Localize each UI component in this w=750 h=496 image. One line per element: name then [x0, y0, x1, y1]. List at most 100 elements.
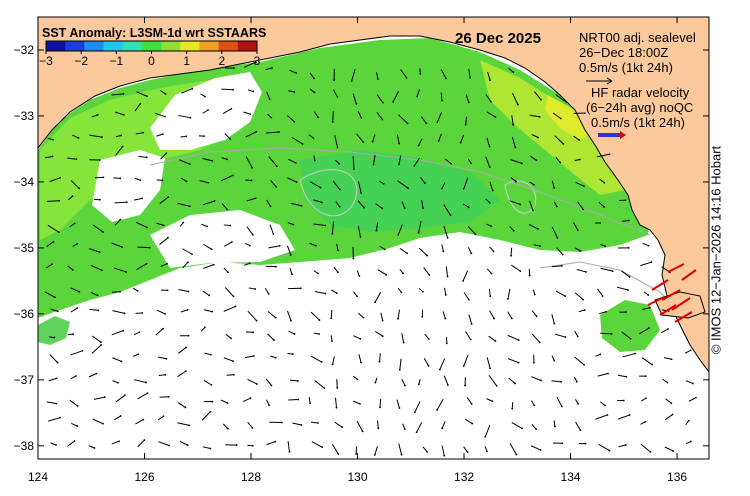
current-arrow — [265, 131, 279, 134]
current-arrow-head — [73, 440, 76, 442]
current-arrow-head — [356, 378, 359, 381]
current-arrow-head — [270, 384, 273, 387]
current-arrow-head — [93, 447, 96, 449]
current-arrow-head — [438, 368, 441, 371]
current-arrow-head — [297, 398, 300, 401]
current-arrow — [398, 114, 408, 124]
current-arrow-head — [627, 246, 630, 249]
current-arrow-head — [76, 307, 79, 309]
current-arrow-head — [337, 453, 340, 455]
current-arrow-head — [560, 405, 563, 408]
current-arrow-head — [576, 335, 579, 338]
current-arrow-head — [421, 290, 424, 293]
current-arrow — [600, 267, 613, 272]
legend-nrt-line1: NRT00 adj. sealevel — [579, 30, 696, 45]
current-arrow-head — [229, 137, 231, 140]
current-arrow — [330, 289, 338, 294]
current-arrow-head — [400, 291, 403, 294]
contour-line-2 — [299, 169, 358, 217]
current-arrow-head — [443, 454, 446, 457]
current-arrow-head — [403, 428, 406, 430]
current-arrow-head — [445, 77, 447, 80]
current-arrow — [91, 114, 98, 118]
current-arrow — [179, 440, 188, 446]
current-arrow-head — [469, 338, 472, 341]
current-arrow — [509, 443, 517, 455]
current-arrow-head — [118, 440, 120, 443]
current-arrow — [114, 111, 124, 116]
current-arrow — [531, 310, 538, 317]
current-arrow — [66, 440, 75, 447]
current-arrow — [179, 159, 190, 165]
hf-radar-arrow — [661, 289, 681, 301]
current-arrow-head — [191, 87, 194, 90]
current-arrow — [399, 358, 402, 370]
current-arrow-head — [317, 116, 319, 119]
current-arrow — [221, 203, 228, 210]
current-arrow — [507, 311, 513, 319]
current-arrow — [313, 111, 319, 118]
current-arrow-head — [374, 381, 377, 384]
current-arrow-head — [165, 152, 168, 155]
current-arrow-head — [421, 315, 424, 318]
current-arrow-head — [230, 107, 233, 110]
current-arrow — [533, 244, 541, 247]
current-arrow-head — [119, 177, 122, 180]
current-arrow-head — [517, 339, 520, 341]
current-arrow-head — [624, 444, 627, 446]
current-arrow — [486, 111, 496, 118]
current-arrow — [138, 155, 147, 158]
current-arrow-head — [188, 424, 190, 427]
current-arrow-head — [120, 360, 123, 363]
colorbar-segment — [199, 41, 220, 51]
current-arrow-head — [436, 121, 439, 124]
current-arrow-head — [359, 337, 362, 340]
current-arrow-head — [445, 342, 448, 345]
current-arrow — [182, 261, 189, 269]
current-arrow — [199, 180, 209, 184]
current-arrow-head — [381, 207, 384, 210]
current-arrow-head — [251, 166, 254, 169]
current-arrow-head — [381, 118, 384, 121]
current-arrow-head — [644, 397, 647, 400]
current-arrow-head — [510, 254, 512, 257]
current-arrow-head — [295, 72, 298, 74]
colorbar-tick-label: −3 — [39, 54, 53, 68]
current-arrow-head — [338, 205, 341, 208]
current-arrow — [111, 242, 123, 248]
current-arrow — [180, 309, 188, 313]
current-arrow-head — [494, 340, 497, 342]
current-arrow — [463, 292, 470, 301]
current-arrow-head — [467, 206, 470, 209]
colorbar-tick-label: 0 — [148, 54, 155, 68]
current-arrow — [70, 307, 78, 313]
current-arrow-head — [162, 224, 165, 227]
current-arrow — [115, 394, 126, 403]
current-arrow — [111, 330, 124, 336]
current-arrow-head — [269, 205, 272, 208]
current-arrow-head — [583, 309, 586, 311]
current-arrow-head — [361, 430, 364, 433]
current-arrow-head — [360, 192, 362, 194]
current-arrow-head — [649, 451, 652, 453]
current-arrow — [292, 422, 302, 426]
current-arrow — [413, 157, 420, 167]
current-arrow — [551, 265, 562, 268]
current-arrow-head — [293, 91, 296, 93]
current-arrow — [423, 267, 430, 276]
legend-nrt-arrowhead — [606, 77, 613, 85]
current-arrow-head — [166, 262, 168, 265]
current-arrow-head — [232, 373, 235, 376]
current-arrow-head — [360, 116, 363, 119]
current-arrow — [352, 93, 357, 105]
current-arrow-head — [191, 253, 193, 256]
current-arrow — [159, 196, 169, 204]
current-arrow-head — [462, 280, 465, 282]
current-arrow — [511, 136, 516, 148]
current-arrow — [530, 155, 537, 161]
current-arrow — [424, 333, 430, 340]
colorbar-tick-label: 2 — [218, 54, 225, 68]
current-arrow — [309, 72, 315, 79]
current-arrow — [530, 445, 541, 451]
